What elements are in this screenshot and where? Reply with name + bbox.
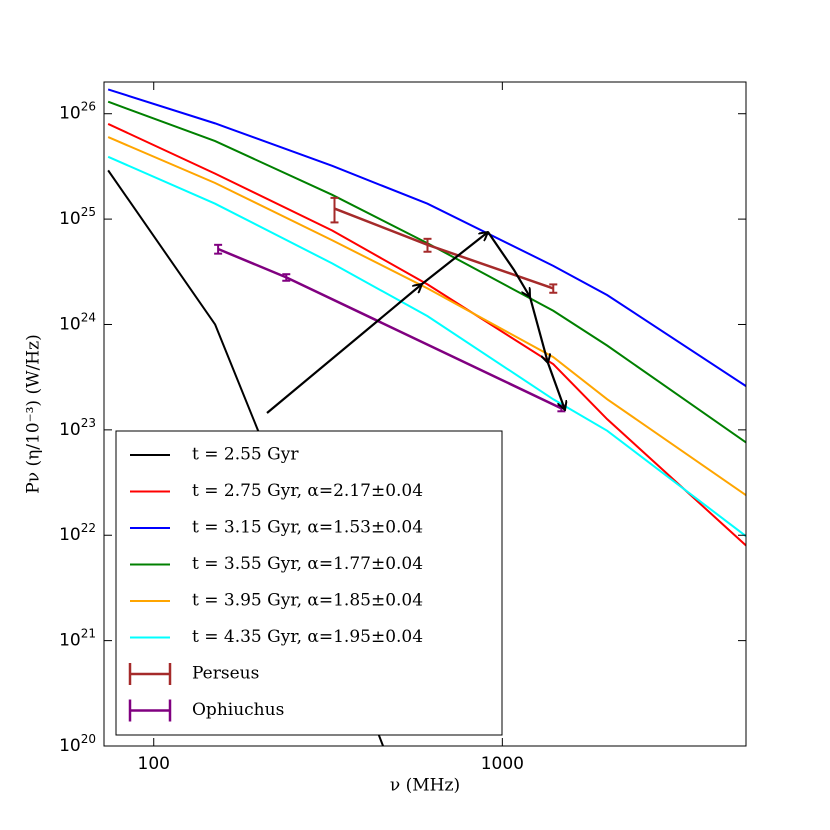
y-tick-label: 1021 — [59, 626, 96, 651]
legend-label: t = 2.55 Gyr — [192, 445, 299, 465]
error-bar — [423, 237, 432, 253]
series-line — [107, 155, 746, 537]
y-tick-label: 1024 — [59, 310, 96, 335]
x-tick-label: 100 — [138, 754, 170, 774]
legend-label: Perseus — [192, 664, 259, 684]
legend-label: Ophiuchus — [192, 700, 284, 720]
y-tick-label: 1025 — [59, 205, 96, 230]
legend-label: t = 3.55 Gyr, α=1.77±0.04 — [192, 554, 423, 574]
error-bar — [282, 273, 291, 282]
arrow — [546, 362, 565, 410]
error-bar — [330, 196, 339, 224]
y-tick-label: 1020 — [59, 732, 96, 757]
y-tick-label: 1023 — [59, 415, 96, 440]
legend-label: t = 2.75 Gyr, α=2.17±0.04 — [192, 481, 423, 501]
y-axis-label: Pν (η/10⁻³) (W/Hz) — [24, 334, 44, 493]
x-axis-label: ν (MHz) — [390, 776, 460, 796]
series-line — [107, 88, 746, 387]
series-layer — [107, 88, 746, 746]
legend-label: t = 3.15 Gyr, α=1.53±0.04 — [192, 518, 423, 538]
arrow — [487, 231, 530, 297]
arrow — [266, 284, 422, 414]
y-tick-label: 1026 — [59, 99, 96, 124]
series-line — [107, 136, 746, 496]
legend: t = 2.55 Gyr t = 2.75 Gyr, α=2.17±0.04 t =… — [115, 430, 503, 736]
arrows — [266, 231, 565, 414]
legend-label: t = 3.95 Gyr, α=1.85±0.04 — [192, 591, 423, 611]
arrow — [528, 296, 548, 363]
error-bar — [549, 283, 558, 294]
arrow — [421, 232, 488, 285]
plot-frame — [103, 81, 747, 747]
legend-label: t = 4.35 Gyr, α=1.95±0.04 — [192, 627, 423, 647]
legend-box — [115, 430, 503, 736]
y-tick-label: 1022 — [59, 521, 96, 546]
series-line — [107, 123, 746, 547]
error-bar — [214, 243, 223, 255]
x-tick-label: 1000 — [481, 754, 524, 774]
